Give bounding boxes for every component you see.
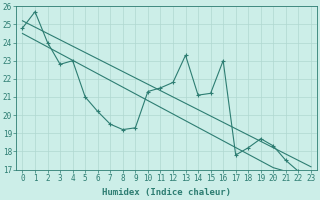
X-axis label: Humidex (Indice chaleur): Humidex (Indice chaleur) [102, 188, 231, 197]
